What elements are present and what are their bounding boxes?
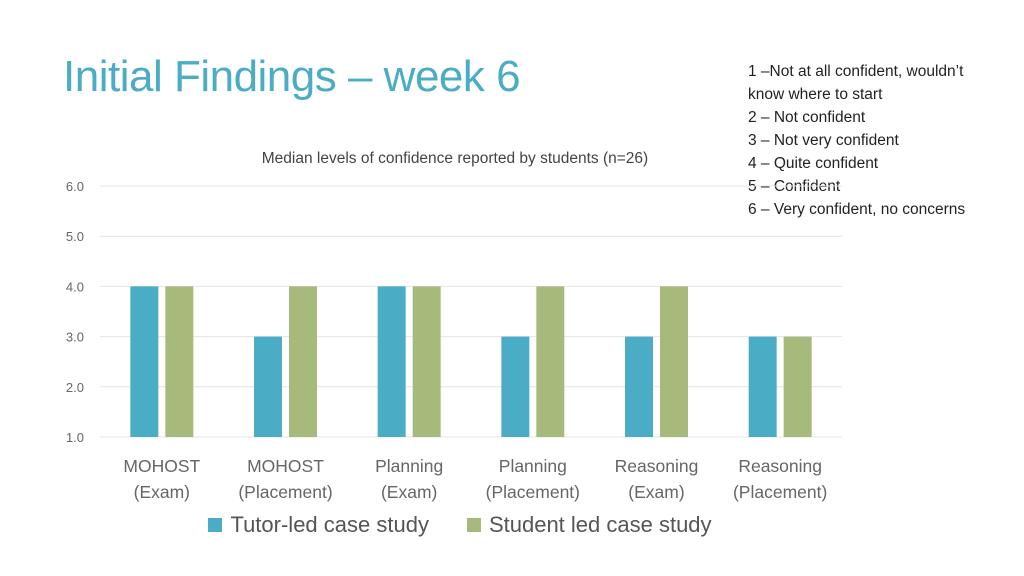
- x-category-label: (Exam): [381, 482, 437, 502]
- x-category-label: Planning: [499, 456, 567, 476]
- confidence-scale-key: 1 –Not at all confident, wouldn’t know w…: [748, 60, 998, 221]
- scale-item-2: 2 – Not confident: [748, 109, 866, 126]
- grid-lines: [100, 185, 842, 438]
- x-category-label: MOHOST: [123, 456, 200, 476]
- bar-student-led: [783, 336, 812, 437]
- x-axis-labels: MOHOST (Exam) MOHOST (Placement) Planning (Ex…: [123, 456, 827, 502]
- y-tick-label: 5.0: [66, 229, 84, 244]
- chart-legend: Tutor-led case study Student led case st…: [0, 512, 920, 538]
- bar-student-led: [289, 286, 317, 437]
- bar-tutor-led: [130, 286, 159, 437]
- y-tick-label: 6.0: [66, 179, 84, 194]
- x-category-label: Reasoning: [615, 456, 699, 476]
- y-tick-label: 2.0: [66, 380, 84, 395]
- bar-tutor-led: [625, 336, 653, 437]
- x-category-label: (Exam): [628, 482, 684, 502]
- bar-student-led: [536, 286, 565, 437]
- x-category-label: (Placement): [238, 482, 332, 502]
- bar-tutor-led: [501, 336, 530, 437]
- legend-swatch-tutor: [208, 518, 223, 532]
- scale-item-1: 1 –Not at all confident, wouldn’t know w…: [748, 63, 964, 103]
- scale-item-6: 6 – Very confident, no concerns: [748, 201, 966, 218]
- x-category-label: Planning: [375, 456, 443, 476]
- legend-item-tutor: Tutor-led case study: [208, 512, 429, 538]
- bar-student-led: [412, 286, 441, 437]
- legend-swatch-student: [466, 518, 481, 532]
- x-category-label: (Placement): [486, 482, 580, 502]
- bar-tutor-led: [377, 286, 406, 437]
- y-tick-label: 1.0: [66, 430, 84, 445]
- slide-title: Initial Findings – week 6: [63, 52, 521, 101]
- bar-tutor-led: [254, 336, 282, 437]
- scale-item-3: 3 – Not very confident: [748, 132, 899, 149]
- chart-title: Median levels of confidence reported by …: [262, 150, 648, 167]
- y-axis-ticks: 1.0 2.0 3.0 4.0 5.0 6.0: [66, 179, 84, 445]
- confidence-bar-chart: Median levels of confidence reported by …: [66, 150, 842, 502]
- x-category-label: (Exam): [134, 482, 190, 502]
- bar-student-led: [660, 286, 688, 437]
- legend-label-tutor: Tutor-led case study: [230, 512, 429, 537]
- bars: [130, 286, 812, 437]
- bar-tutor-led: [748, 336, 777, 437]
- legend-item-student: Student led case study: [466, 512, 712, 538]
- y-tick-label: 4.0: [66, 279, 84, 294]
- x-category-label: (Placement): [733, 482, 827, 502]
- x-category-label: Reasoning: [738, 456, 822, 476]
- legend-label-student: Student led case study: [488, 512, 712, 537]
- y-tick-label: 3.0: [66, 330, 84, 345]
- scale-item-4: 4 – Quite confident: [748, 155, 879, 172]
- x-category-label: MOHOST: [247, 456, 324, 476]
- bar-student-led: [165, 286, 194, 437]
